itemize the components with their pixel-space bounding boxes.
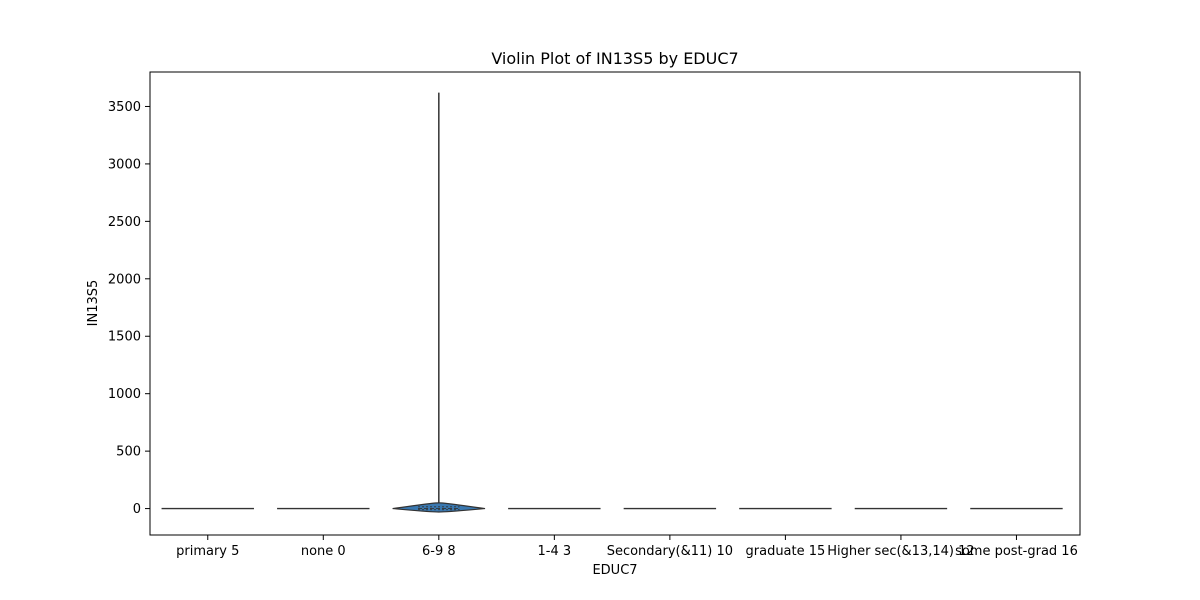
plot-frame	[149, 71, 1081, 536]
x-tick-label: 6-9 8	[422, 544, 456, 559]
x-tick-label: some post-grad 16	[955, 544, 1078, 559]
violin-body	[392, 502, 486, 513]
x-tick-label: Higher sec(&13,14) 12	[827, 544, 974, 559]
y-axis-title: IN13S5	[86, 280, 101, 327]
x-tick-label: Secondary(&11) 10	[607, 544, 733, 559]
violin-2	[392, 92, 486, 513]
x-axis-ticks: primary 5 none 0 6-9 8 1-4 3 Secondary(&11) …	[176, 535, 1078, 559]
y-tick-label: 0	[133, 502, 141, 517]
y-tick-label: 3000	[108, 157, 141, 172]
x-tick-label: 1-4 3	[538, 544, 572, 559]
y-tick-label: 1000	[108, 387, 141, 402]
x-tick-label: primary 5	[176, 544, 239, 559]
x-tick-label: graduate 15	[746, 544, 826, 559]
y-axis-ticks: 0 500 1000 1500 2000 2500 3000 3500	[108, 100, 150, 517]
chart-title: Violin Plot of IN13S5 by EDUC7	[491, 49, 738, 68]
y-tick-label: 2000	[108, 272, 141, 287]
y-tick-label: 500	[116, 445, 141, 460]
x-tick-label: none 0	[301, 544, 346, 559]
y-tick-label: 2500	[108, 215, 141, 230]
y-tick-label: 3500	[108, 100, 141, 115]
chart-marks	[161, 92, 1063, 513]
x-axis-title: EDUC7	[592, 563, 637, 578]
y-tick-label: 1500	[108, 330, 141, 345]
